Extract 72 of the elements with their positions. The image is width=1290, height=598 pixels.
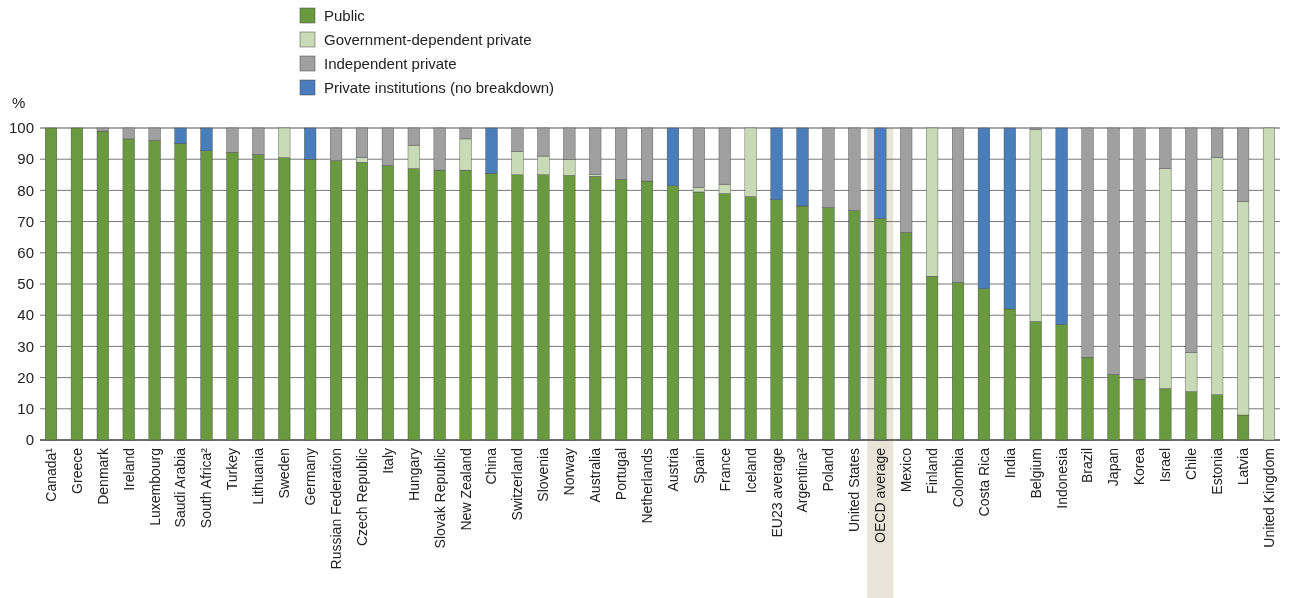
y-tick-label: 20 — [17, 368, 34, 386]
bar — [589, 127, 602, 175]
y-tick-label: 0 — [25, 431, 34, 449]
bar — [692, 191, 705, 441]
bar — [355, 162, 369, 441]
x-tick-label: Korea — [1131, 447, 1148, 486]
x-tick-label: Germany — [302, 448, 319, 506]
x-tick-label: China — [483, 447, 500, 485]
x-tick-label: New Zealand — [457, 448, 474, 531]
y-axis-title: % — [12, 94, 26, 111]
bar — [44, 127, 58, 441]
legend-label: Private institutions (no breakdown) — [324, 79, 555, 97]
legend-label: Independent private — [324, 55, 457, 73]
y-tick-label: 70 — [17, 212, 34, 230]
x-tick-label: Austria — [664, 447, 681, 492]
x-tick-label: Chile — [1183, 447, 1200, 480]
x-tick-label: Spain — [690, 448, 707, 484]
x-tick-label: Belgium — [1027, 448, 1044, 499]
x-tick-label: Brazil — [1079, 448, 1096, 484]
x-tick-label: Greece — [68, 447, 85, 494]
x-tick-label: Italy — [379, 448, 396, 474]
y-tick-label: 30 — [17, 337, 34, 355]
x-tick-label: Hungary — [405, 448, 422, 501]
bar — [70, 127, 83, 441]
x-tick-label: Ireland — [120, 448, 137, 491]
bar — [589, 176, 602, 441]
x-tick-label: Australia — [587, 447, 604, 503]
x-tick-label: EU23 average — [768, 447, 785, 538]
x-tick-label: United States — [846, 448, 863, 533]
legend-label: Public — [324, 7, 366, 25]
x-tick-label: Lithuania — [250, 447, 267, 505]
x-tick-label: Norway — [561, 448, 578, 496]
y-tick-label: 100 — [8, 119, 34, 137]
x-tick-label: Latvia — [1234, 447, 1251, 486]
x-tick-label: Mexico — [898, 447, 915, 493]
x-tick-label: Israel — [1157, 448, 1174, 483]
x-tick-label: Russian Federation — [327, 448, 344, 570]
x-tick-label: India — [1001, 447, 1018, 479]
x-tick-label: France — [716, 447, 733, 492]
x-tick-label: Costa Rica — [975, 447, 992, 517]
x-tick-label: Colombia — [949, 447, 966, 508]
legend-label: Government-dependent private — [324, 31, 532, 49]
x-tick-label: Czech Republic — [353, 448, 370, 547]
x-tick-label: Iceland — [742, 448, 759, 494]
x-tick-label: Luxembourg — [146, 448, 163, 526]
x-tick-label: South Africa² — [198, 447, 215, 529]
x-tick-label: Sweden — [276, 448, 293, 499]
x-tick-label: Switzerland — [509, 448, 526, 521]
bar — [1262, 127, 1276, 441]
y-tick-label: 40 — [17, 306, 34, 324]
x-tick-label: Finland — [924, 448, 940, 494]
x-tick-label: Estonia — [1209, 447, 1226, 495]
x-tick-label: Saudi Arabia — [172, 447, 189, 528]
y-tick-label: 50 — [17, 275, 34, 293]
bar — [96, 130, 109, 441]
x-tick-label: United Kingdom — [1260, 448, 1277, 548]
x-tick-label: Portugal — [613, 448, 630, 501]
x-tick-label: Indonesia — [1053, 447, 1070, 509]
x-tick-label: Argentina² — [794, 447, 811, 513]
y-tick-label: 80 — [17, 181, 34, 199]
x-tick-label: Slovak Republic — [431, 448, 448, 549]
x-tick-label: Denmark — [94, 447, 111, 505]
x-tick-label: Japan — [1105, 448, 1122, 487]
y-tick-label: 10 — [17, 400, 34, 418]
y-tick-label: 60 — [17, 244, 34, 262]
x-tick-label: Poland — [820, 448, 837, 492]
x-tick-label: Netherlands — [638, 448, 655, 524]
x-tick-label: Canada¹ — [42, 447, 59, 502]
y-tick-label: 90 — [17, 150, 34, 168]
x-tick-label: OECD average — [872, 447, 889, 543]
x-tick-label: Turkey — [224, 448, 241, 491]
x-tick-label: Slovenia — [535, 447, 552, 502]
